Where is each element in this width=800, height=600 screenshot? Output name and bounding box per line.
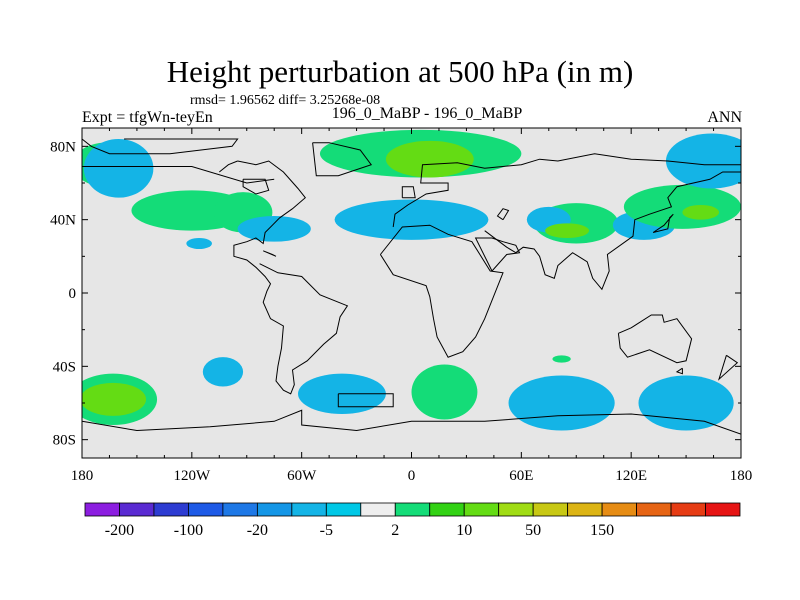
colorbar-label: -20: [247, 522, 268, 539]
coastline-15: [675, 367, 683, 375]
anomaly-southwest-pacific-strong: [82, 382, 147, 416]
y-tick-label: 80N: [50, 139, 76, 155]
x-tick-label: 60E: [509, 468, 533, 484]
anomaly-asia-strong: [545, 223, 590, 239]
colorbar-swatch: [188, 502, 224, 517]
anomaly-eurasia-negative: [334, 199, 489, 240]
coastline-5: [312, 142, 373, 177]
x-axis: 180 120W 60W 0 60E 120E 180: [71, 128, 753, 484]
coastline-14: [82, 409, 741, 435]
colorbar-swatch: [256, 502, 293, 517]
anomaly-south-indian-positive: [552, 355, 571, 363]
x-tick-label: 180: [730, 468, 753, 484]
colorbar: -200 -100 -20 -5 2 10 50 150: [84, 502, 741, 539]
x-tick-label: 180: [71, 468, 94, 484]
colorbar-swatch: [429, 502, 465, 517]
x-tick-label: 0: [408, 468, 416, 484]
coastlines: [82, 138, 741, 435]
colorbar-swatch: [532, 502, 569, 517]
colorbar-swatch: [84, 502, 120, 517]
coastline-18: [263, 250, 277, 257]
colorbar-label: 10: [456, 522, 472, 539]
anomaly-pacific-strong: [682, 205, 720, 220]
colorbar-label: 2: [391, 522, 399, 539]
colorbar-swatch: [325, 502, 362, 517]
y-tick-label: 40S: [53, 359, 76, 375]
coastline-0: [82, 138, 239, 155]
coastline-11: [496, 208, 510, 221]
colorbar-label: 150: [590, 522, 614, 539]
colorbar-swatch: [222, 502, 258, 517]
x-tick-label: 120W: [173, 468, 211, 484]
anomaly-south-pacific-negative: [202, 357, 244, 387]
anomaly-fields: [82, 129, 741, 431]
colorbar-swatch: [119, 502, 155, 517]
experiment-label: Expt = tfgWn-teyEn: [82, 109, 213, 126]
colorbar-swatch: [567, 502, 603, 517]
colorbar-label: -100: [174, 522, 203, 539]
anomaly-pacific-positive: [623, 184, 741, 229]
colorbar-swatch: [705, 502, 741, 517]
colorbar-label: -200: [105, 522, 134, 539]
coastline-8: [392, 153, 741, 228]
colorbar-swatch: [291, 502, 327, 517]
y-axis: 80N 40N 0 40S 80S: [50, 139, 741, 449]
coastline-12: [474, 237, 521, 272]
anomaly-far-east-arctic-negative: [665, 133, 741, 189]
coastline-4: [242, 178, 270, 195]
coastline-16: [717, 354, 739, 381]
anomaly-southern-ocean-negative: [508, 375, 615, 431]
coastline-10: [484, 171, 741, 291]
colorbar-swatch: [394, 502, 431, 517]
anomaly-pacific-small-negative: [186, 238, 212, 249]
colorbar-swatch: [360, 502, 396, 517]
x-tick-label: 60W: [287, 468, 317, 484]
colorbar-swatch: [463, 502, 500, 517]
coastline-1: [82, 139, 275, 184]
colorbar-swatch: [670, 502, 706, 517]
coastline-13: [617, 314, 693, 364]
coastline-7: [379, 224, 504, 358]
chart-title: Height perturbation at 500 hPa (in m): [166, 54, 634, 89]
colorbar-swatch: [636, 502, 672, 517]
anomaly-south-atlantic-positive: [411, 364, 478, 420]
coastline-3: [218, 160, 238, 173]
colorbar-swatch: [601, 502, 637, 517]
x-tick-label: 120E: [615, 468, 647, 484]
colorbar-swatch: [498, 502, 534, 517]
colorbar-swatch: [153, 502, 189, 517]
anomaly-arctic-europe-strong: [385, 140, 474, 178]
season-label: ANN: [707, 109, 742, 126]
anomaly-atlantic-negative: [237, 216, 311, 242]
anomaly-south-east-pacific-negative: [638, 375, 734, 431]
coastline-2: [233, 160, 349, 395]
y-tick-label: 40N: [50, 213, 76, 229]
case-pair-label: 196_0_MaBP - 196_0_MaBP: [331, 105, 523, 122]
colorbar-label: -5: [320, 522, 333, 539]
colorbar-label: 50: [525, 522, 541, 539]
coastline-17: [652, 213, 674, 233]
plot-background: [82, 128, 741, 458]
stats-line: rmsd= 1.96562 diff= 3.25268e-08: [190, 93, 381, 108]
y-tick-label: 0: [69, 286, 77, 302]
coastline-6: [337, 393, 394, 408]
y-tick-label: 80S: [53, 433, 76, 449]
coastline-9: [401, 186, 416, 199]
